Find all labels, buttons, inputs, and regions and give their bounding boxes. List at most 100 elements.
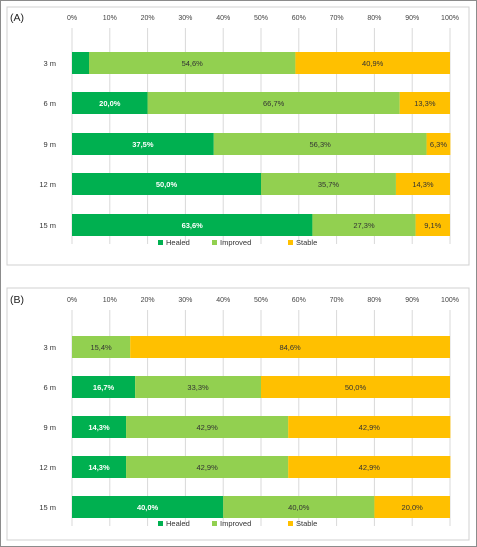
data-label: 50,0% [345, 383, 367, 392]
x-tick-label: 80% [367, 297, 381, 304]
data-label: 35,7% [318, 180, 340, 189]
panel-label: (B) [10, 294, 24, 306]
x-tick-label: 50% [254, 15, 268, 22]
data-label: 56,3% [310, 140, 332, 149]
category-label: 9 m [43, 140, 56, 149]
legend-swatch-healed [158, 521, 163, 526]
legend-swatch-improved [212, 521, 217, 526]
x-tick-label: 80% [367, 15, 381, 22]
data-label: 14,3% [88, 463, 110, 472]
bar-segment-healed [72, 376, 136, 398]
data-label: 6,3% [430, 140, 447, 149]
category-label: 3 m [43, 343, 56, 352]
legend-swatch-stable [288, 240, 293, 245]
data-label: 40,9% [362, 59, 384, 68]
bar-segment-improved [89, 52, 296, 74]
data-label: 42,9% [359, 423, 381, 432]
chart-panel-b: (B) 0% 10% 20% 30% 40% 50% 60% 70% 80% 90% 100% 3 m 1… [6, 287, 470, 541]
data-label: 14,3% [88, 423, 110, 432]
bar-segment-healed [72, 173, 261, 195]
x-tick-label: 10% [103, 297, 117, 304]
data-label: 14,3% [412, 180, 434, 189]
bar-segment-improved [213, 133, 427, 155]
category-label: 3 m [43, 59, 56, 68]
category-label: 15 m [39, 221, 56, 230]
bar-segment-healed [72, 52, 90, 74]
data-label: 20,0% [402, 503, 424, 512]
bar-segment-healed [72, 92, 148, 114]
data-label: 40,0% [288, 503, 310, 512]
bar-segment-stable [295, 52, 450, 74]
data-label: 42,9% [359, 463, 381, 472]
bar-segment-improved [147, 92, 400, 114]
legend-label: Healed [166, 519, 190, 528]
panel-label: (A) [10, 12, 24, 24]
x-tick-label: 50% [254, 297, 268, 304]
x-tick-label: 40% [216, 297, 230, 304]
category-label: 9 m [43, 423, 56, 432]
legend-swatch-healed [158, 240, 163, 245]
x-tick-label: 70% [330, 297, 344, 304]
bar-segment-healed [72, 133, 214, 155]
x-tick-label: 100% [441, 15, 459, 22]
x-tick-label: 0% [67, 297, 77, 304]
bar-segment-improved [223, 496, 375, 518]
data-label: 42,9% [196, 423, 218, 432]
bar-segment-stable [288, 416, 451, 438]
x-tick-label: 40% [216, 15, 230, 22]
legend-label: Stable [296, 519, 317, 528]
category-label: 6 m [43, 383, 56, 392]
x-tick-label: 60% [292, 297, 306, 304]
x-tick-label: 30% [178, 15, 192, 22]
bar-segment-healed [72, 416, 127, 438]
bar-segment-healed [72, 456, 127, 478]
bar-segment-healed [72, 214, 313, 236]
bar-segment-improved [126, 416, 289, 438]
chart-panel-a: (A) 0% 10% 20% 30% 40% 50% 60% 70% 80% 90% 100% 3 m 5… [6, 6, 470, 266]
bar-segment-stable [288, 456, 451, 478]
bar-segment-improved [72, 336, 131, 358]
x-tick-label: 70% [330, 15, 344, 22]
x-tick-label: 20% [141, 15, 155, 22]
bar-segment-stable [399, 92, 450, 114]
x-tick-label: 20% [141, 297, 155, 304]
bar-segment-stable [395, 173, 450, 195]
x-tick-label: 90% [405, 297, 419, 304]
data-label: 15,4% [90, 343, 112, 352]
data-label: 84,6% [279, 343, 301, 352]
data-label: 66,7% [263, 99, 285, 108]
bar-segment-healed [72, 496, 224, 518]
legend-swatch-stable [288, 521, 293, 526]
bar-segment-improved [312, 214, 416, 236]
category-label: 15 m [39, 503, 56, 512]
data-label: 54,6% [182, 59, 204, 68]
bar-segment-stable [130, 336, 450, 358]
bar-segment-improved [135, 376, 261, 398]
x-tick-label: 0% [67, 15, 77, 22]
data-label: 42,9% [196, 463, 218, 472]
category-label: 12 m [39, 180, 56, 189]
category-label: 12 m [39, 463, 56, 472]
legend-swatch-improved [212, 240, 217, 245]
bar-segment-stable [261, 376, 450, 398]
x-tick-label: 100% [441, 297, 459, 304]
data-label: 27,3% [353, 221, 375, 230]
category-label: 6 m [43, 99, 56, 108]
data-label: 37,5% [132, 140, 154, 149]
bar-segment-improved [261, 173, 396, 195]
data-label: 33,3% [187, 383, 209, 392]
legend-label: Stable [296, 238, 317, 247]
bar-segment-improved [126, 456, 289, 478]
data-label: 13,3% [414, 99, 436, 108]
legend-label: Improved [220, 519, 251, 528]
bar-segment-stable [415, 214, 450, 236]
data-label: 63,6% [182, 221, 204, 230]
x-tick-label: 30% [178, 297, 192, 304]
data-label: 9,1% [424, 221, 441, 230]
bar-segment-stable [426, 133, 451, 155]
bar-segment-stable [374, 496, 450, 518]
data-label: 20,0% [99, 99, 121, 108]
legend-label: Improved [220, 238, 251, 247]
data-label: 50,0% [156, 180, 178, 189]
